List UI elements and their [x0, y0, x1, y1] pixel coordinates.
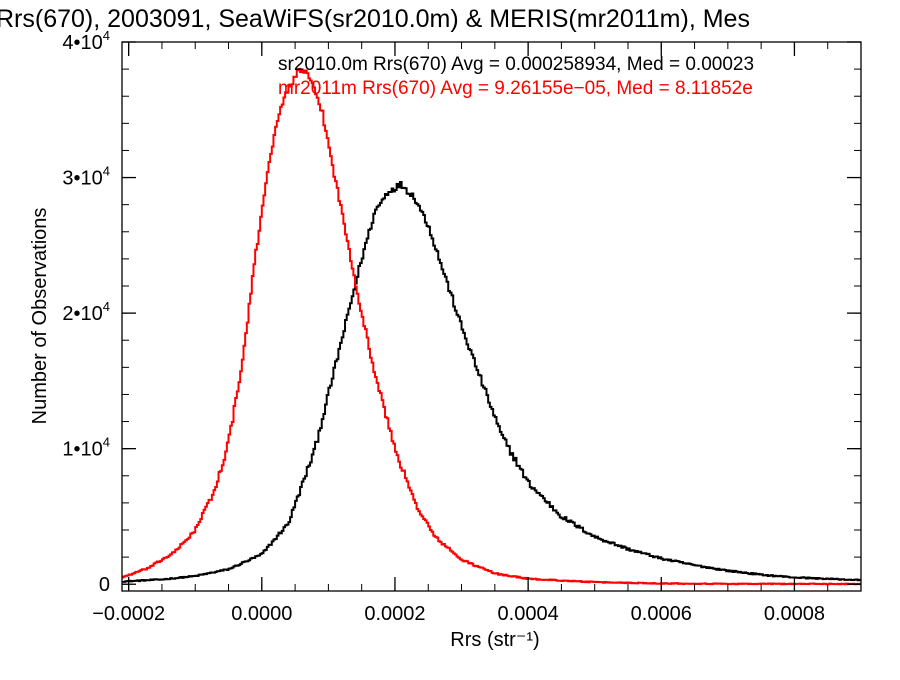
x-tick-label: −0.0002 — [92, 603, 165, 625]
chart-title: Rrs(670), 2003091, SeaWiFS(sr2010.0m) & … — [0, 5, 750, 33]
x-axis-label: Rrs (str⁻¹) — [450, 629, 539, 651]
y-tick-label: 3•104 — [62, 164, 110, 190]
series-line-1 — [122, 67, 861, 586]
x-tick-label: 0.0008 — [764, 603, 825, 625]
x-tick-label: 0.0002 — [364, 603, 425, 625]
y-tick-label: 1•104 — [62, 435, 110, 461]
plot-frame — [121, 41, 862, 592]
plot-marks: −0.0002 0.0000 0.0002 0.0004 0.0006 0.0008 0 1•… — [62, 28, 862, 625]
y-tick-label: 4•104 — [62, 28, 110, 54]
legend-entry-1: mr2011m Rrs(670) Avg = 9.26155e−05, Med … — [278, 78, 753, 99]
y-tick-label: 0 — [99, 574, 110, 596]
y-tick-label: 2•104 — [62, 299, 110, 325]
y-axis-label: Number of Observations — [29, 208, 51, 425]
series-line-0 — [122, 180, 861, 583]
legend-entry-0: sr2010.0m Rrs(670) Avg = 0.000258934, Me… — [278, 54, 754, 75]
x-tick-label: 0.0004 — [498, 603, 559, 625]
x-tick-label: 0.0006 — [631, 603, 692, 625]
x-tick-label: 0.0000 — [231, 603, 292, 625]
